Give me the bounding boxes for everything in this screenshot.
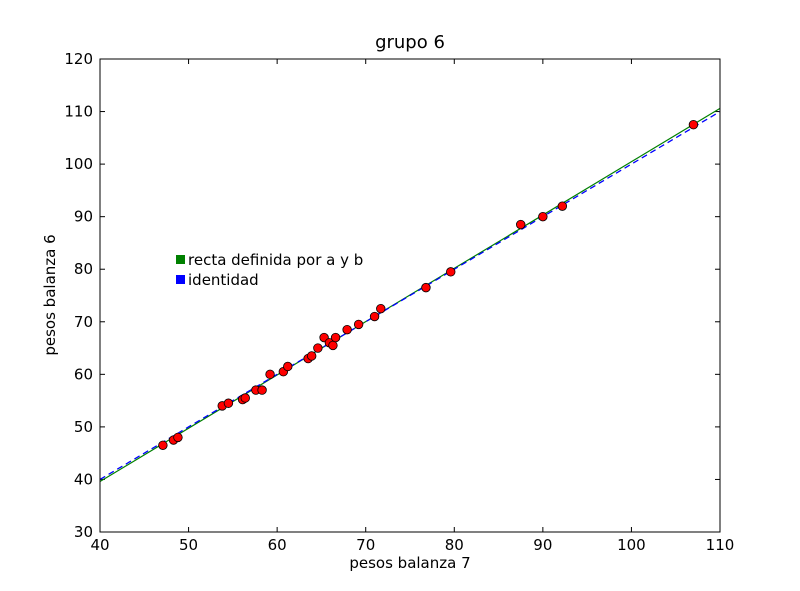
y-tick-label: 50 bbox=[74, 418, 93, 436]
y-tick-label: 30 bbox=[74, 523, 93, 541]
data-point bbox=[223, 398, 234, 408]
data-point bbox=[257, 385, 267, 395]
y-axis-label: pesos balanza 6 bbox=[41, 234, 59, 355]
data-point bbox=[240, 393, 250, 403]
x-axis-label: pesos balanza 7 bbox=[349, 554, 470, 572]
data-point bbox=[283, 361, 293, 372]
x-tick-label: 40 bbox=[90, 536, 109, 554]
axis-ticks: 40 50 60 70 80 90 100 1103040506070809010011012… bbox=[64, 50, 734, 554]
scatter-points bbox=[158, 119, 699, 450]
x-tick-label: 110 bbox=[706, 536, 735, 554]
series-layer bbox=[99, 107, 721, 483]
x-tick-label: 100 bbox=[617, 536, 646, 554]
x-tick-label: 80 bbox=[445, 536, 464, 554]
legend: recta definida por a y b identidad bbox=[176, 251, 363, 289]
y-tick-label: 40 bbox=[74, 470, 93, 488]
x-tick-label: 60 bbox=[268, 536, 287, 554]
data-point bbox=[328, 340, 338, 351]
x-tick-label: 70 bbox=[356, 536, 375, 554]
chart-title: grupo 6 bbox=[375, 32, 445, 53]
data-point bbox=[313, 343, 323, 353]
y-tick-label: 100 bbox=[64, 155, 93, 173]
y-tick-label: 90 bbox=[74, 208, 93, 226]
x-tick-label: 50 bbox=[179, 536, 198, 554]
legend-swatch-identidad bbox=[176, 275, 185, 284]
data-point bbox=[342, 324, 352, 335]
legend-swatch-recta bbox=[176, 255, 185, 264]
data-point bbox=[688, 119, 699, 130]
data-point bbox=[557, 201, 568, 211]
x-tick-label: 90 bbox=[533, 536, 552, 554]
data-point bbox=[330, 332, 341, 343]
data-point bbox=[353, 319, 364, 330]
data-point bbox=[265, 369, 275, 380]
y-tick-label: 120 bbox=[64, 50, 93, 68]
data-point bbox=[376, 303, 386, 314]
y-tick-label: 70 bbox=[74, 313, 93, 331]
y-tick-label: 60 bbox=[74, 365, 93, 383]
legend-label-recta: recta definida por a y b bbox=[188, 251, 363, 269]
data-point bbox=[306, 351, 317, 361]
series-line-identidad bbox=[99, 110, 721, 481]
data-point bbox=[369, 311, 380, 322]
data-point bbox=[446, 267, 456, 277]
data-point bbox=[538, 211, 548, 222]
data-point bbox=[158, 440, 168, 450]
y-tick-label: 80 bbox=[74, 260, 93, 278]
plot-frame bbox=[99, 58, 721, 533]
data-point bbox=[516, 219, 526, 230]
data-point bbox=[173, 432, 183, 443]
legend-label-identidad: identidad bbox=[188, 271, 259, 289]
y-tick-label: 110 bbox=[64, 103, 93, 121]
data-point bbox=[421, 282, 431, 293]
